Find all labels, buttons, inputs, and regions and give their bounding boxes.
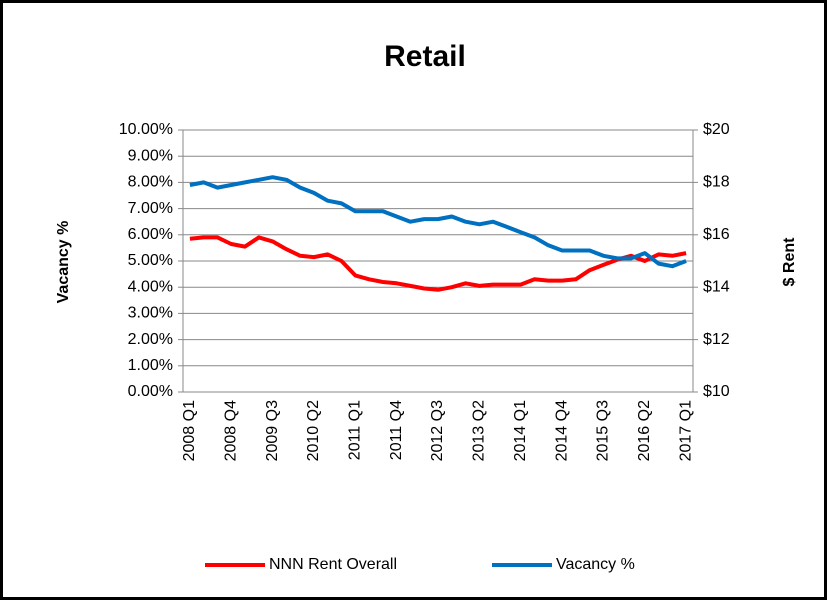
x-tick-label: 2013 Q2 <box>471 400 488 461</box>
y2-tick-label: $20 <box>703 121 730 138</box>
x-tick-label: 2008 Q4 <box>222 400 239 461</box>
y-tick-label: 1.00% <box>128 357 173 374</box>
y-tick-label: 10.00% <box>119 121 173 138</box>
y2-tick-label: $12 <box>703 331 730 348</box>
x-tick-label: 2015 Q3 <box>595 400 612 461</box>
y2-tick-label: $10 <box>703 383 730 400</box>
y-tick-label: 7.00% <box>128 200 173 217</box>
x-tick-label: 2017 Q1 <box>677 400 694 461</box>
x-tick-label: 2014 Q1 <box>512 400 529 461</box>
y-tick-label: 6.00% <box>128 226 173 243</box>
y-tick-label: 5.00% <box>128 252 173 269</box>
y-tick-label: 3.00% <box>128 305 173 322</box>
y2-tick-label: $16 <box>703 226 730 243</box>
y2-tick-label: $14 <box>703 278 730 295</box>
x-tick-label: 2011 Q1 <box>347 400 364 460</box>
y-tick-label: 9.00% <box>128 147 173 164</box>
x-tick-label: 2009 Q3 <box>264 400 281 461</box>
series-line <box>189 235 687 292</box>
y-tick-label: 2.00% <box>128 331 173 348</box>
y-axis-title: Vacancy % <box>55 221 72 304</box>
x-tick-label: 2016 Q2 <box>636 400 653 461</box>
series-line <box>189 175 687 269</box>
x-tick-label: 2010 Q2 <box>305 400 322 461</box>
x-tick-label: 2008 Q1 <box>181 400 198 461</box>
x-tick-label: 2014 Q4 <box>553 400 570 461</box>
legend-label: Vacancy % <box>556 556 635 573</box>
y-tick-label: 4.00% <box>128 278 173 295</box>
y2-axis-title: $ Rent <box>781 237 798 287</box>
y-tick-label: 0.00% <box>128 383 173 400</box>
x-tick-label: 2012 Q3 <box>429 400 446 461</box>
x-tick-label: 2011 Q4 <box>388 400 405 460</box>
y2-tick-label: $18 <box>703 174 730 191</box>
y-tick-label: 8.00% <box>128 174 173 191</box>
chart-title: Retail <box>384 40 466 73</box>
legend-label: NNN Rent Overall <box>269 556 397 573</box>
